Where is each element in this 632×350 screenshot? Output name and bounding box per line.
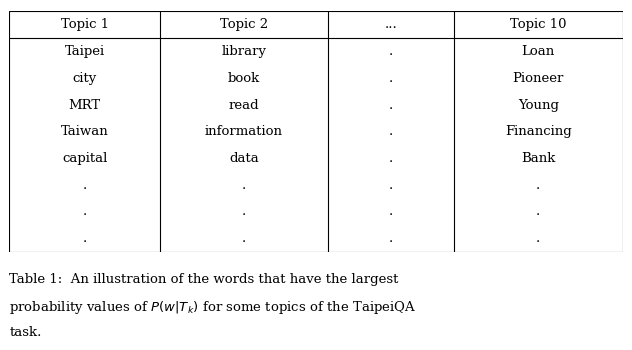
Text: .: . [389,72,393,85]
Text: Loan: Loan [521,45,555,58]
Text: .: . [536,205,540,218]
Text: .: . [389,232,393,245]
Text: task.: task. [9,326,42,338]
Text: Topic 2: Topic 2 [220,18,268,31]
Text: .: . [242,179,246,192]
Text: probability values of $P(w|T_k)$ for some topics of the TaipeiQA: probability values of $P(w|T_k)$ for som… [9,299,417,316]
Text: Pioneer: Pioneer [513,72,564,85]
Text: .: . [536,232,540,245]
Text: .: . [82,205,87,218]
Text: read: read [229,99,259,112]
Text: .: . [536,179,540,192]
Text: .: . [389,45,393,58]
Text: .: . [389,152,393,165]
Text: book: book [228,72,260,85]
Text: .: . [82,232,87,245]
Text: .: . [389,205,393,218]
Text: Topic 1: Topic 1 [61,18,109,31]
Text: Financing: Financing [505,125,571,138]
Text: data: data [229,152,259,165]
Text: capital: capital [62,152,107,165]
Text: .: . [389,179,393,192]
Text: Taipei: Taipei [64,45,105,58]
Text: Taiwan: Taiwan [61,125,109,138]
Text: .: . [242,232,246,245]
Text: .: . [242,205,246,218]
Text: .: . [82,179,87,192]
Text: Table 1:  An illustration of the words that have the largest: Table 1: An illustration of the words th… [9,273,399,286]
Text: library: library [221,45,267,58]
Text: city: city [73,72,97,85]
Text: Topic 10: Topic 10 [510,18,566,31]
Text: Young: Young [518,99,559,112]
Text: .: . [389,99,393,112]
Text: Bank: Bank [521,152,556,165]
Text: ...: ... [385,18,398,31]
Text: MRT: MRT [68,99,100,112]
Text: .: . [389,125,393,138]
Text: information: information [205,125,283,138]
